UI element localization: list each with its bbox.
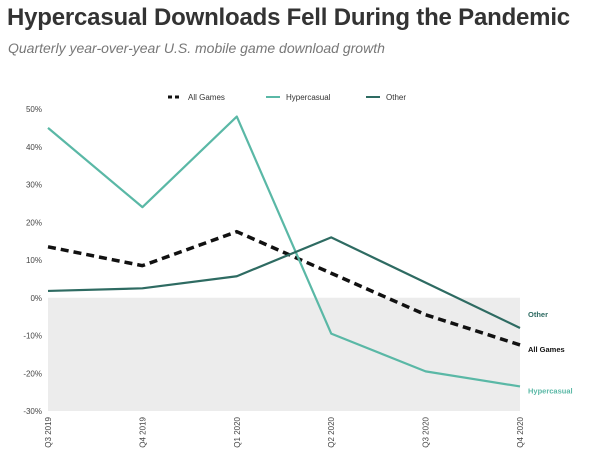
legend-label: Other [386, 93, 406, 102]
legend-label: Hypercasual [286, 93, 331, 102]
x-tick-label: Q4 2019 [138, 416, 147, 447]
x-tick-label: Q3 2020 [422, 416, 431, 447]
series-line-other [47, 236, 521, 329]
y-tick-label: 50% [26, 105, 42, 114]
x-tick-label: Q4 2020 [516, 416, 525, 447]
chart-subtitle: Quarterly year-over-year U.S. mobile gam… [8, 40, 385, 56]
y-tick-label: 30% [26, 181, 42, 190]
y-tick-label: 20% [26, 218, 42, 227]
series-end-label: Other [528, 310, 548, 319]
chart-title: Hypercasual Downloads Fell During the Pa… [7, 4, 570, 31]
legend-label: All Games [188, 93, 225, 102]
series-end-label: Hypercasual [528, 386, 573, 395]
series-end-label: All Games [528, 345, 565, 354]
x-tick-label: Q3 2019 [44, 416, 53, 447]
series-line-all-games [47, 229, 521, 347]
y-tick-label: -20% [23, 369, 42, 378]
y-tick-label: 0% [30, 294, 42, 303]
series-line-hypercasual [47, 115, 521, 388]
negative-region-shade [48, 297, 520, 411]
x-tick-label: Q1 2020 [233, 416, 242, 447]
y-tick-label: -30% [23, 407, 42, 416]
y-tick-label: 40% [26, 143, 42, 152]
y-tick-label: -10% [23, 332, 42, 341]
y-tick-label: 10% [26, 256, 42, 265]
x-tick-label: Q2 2020 [327, 416, 336, 447]
